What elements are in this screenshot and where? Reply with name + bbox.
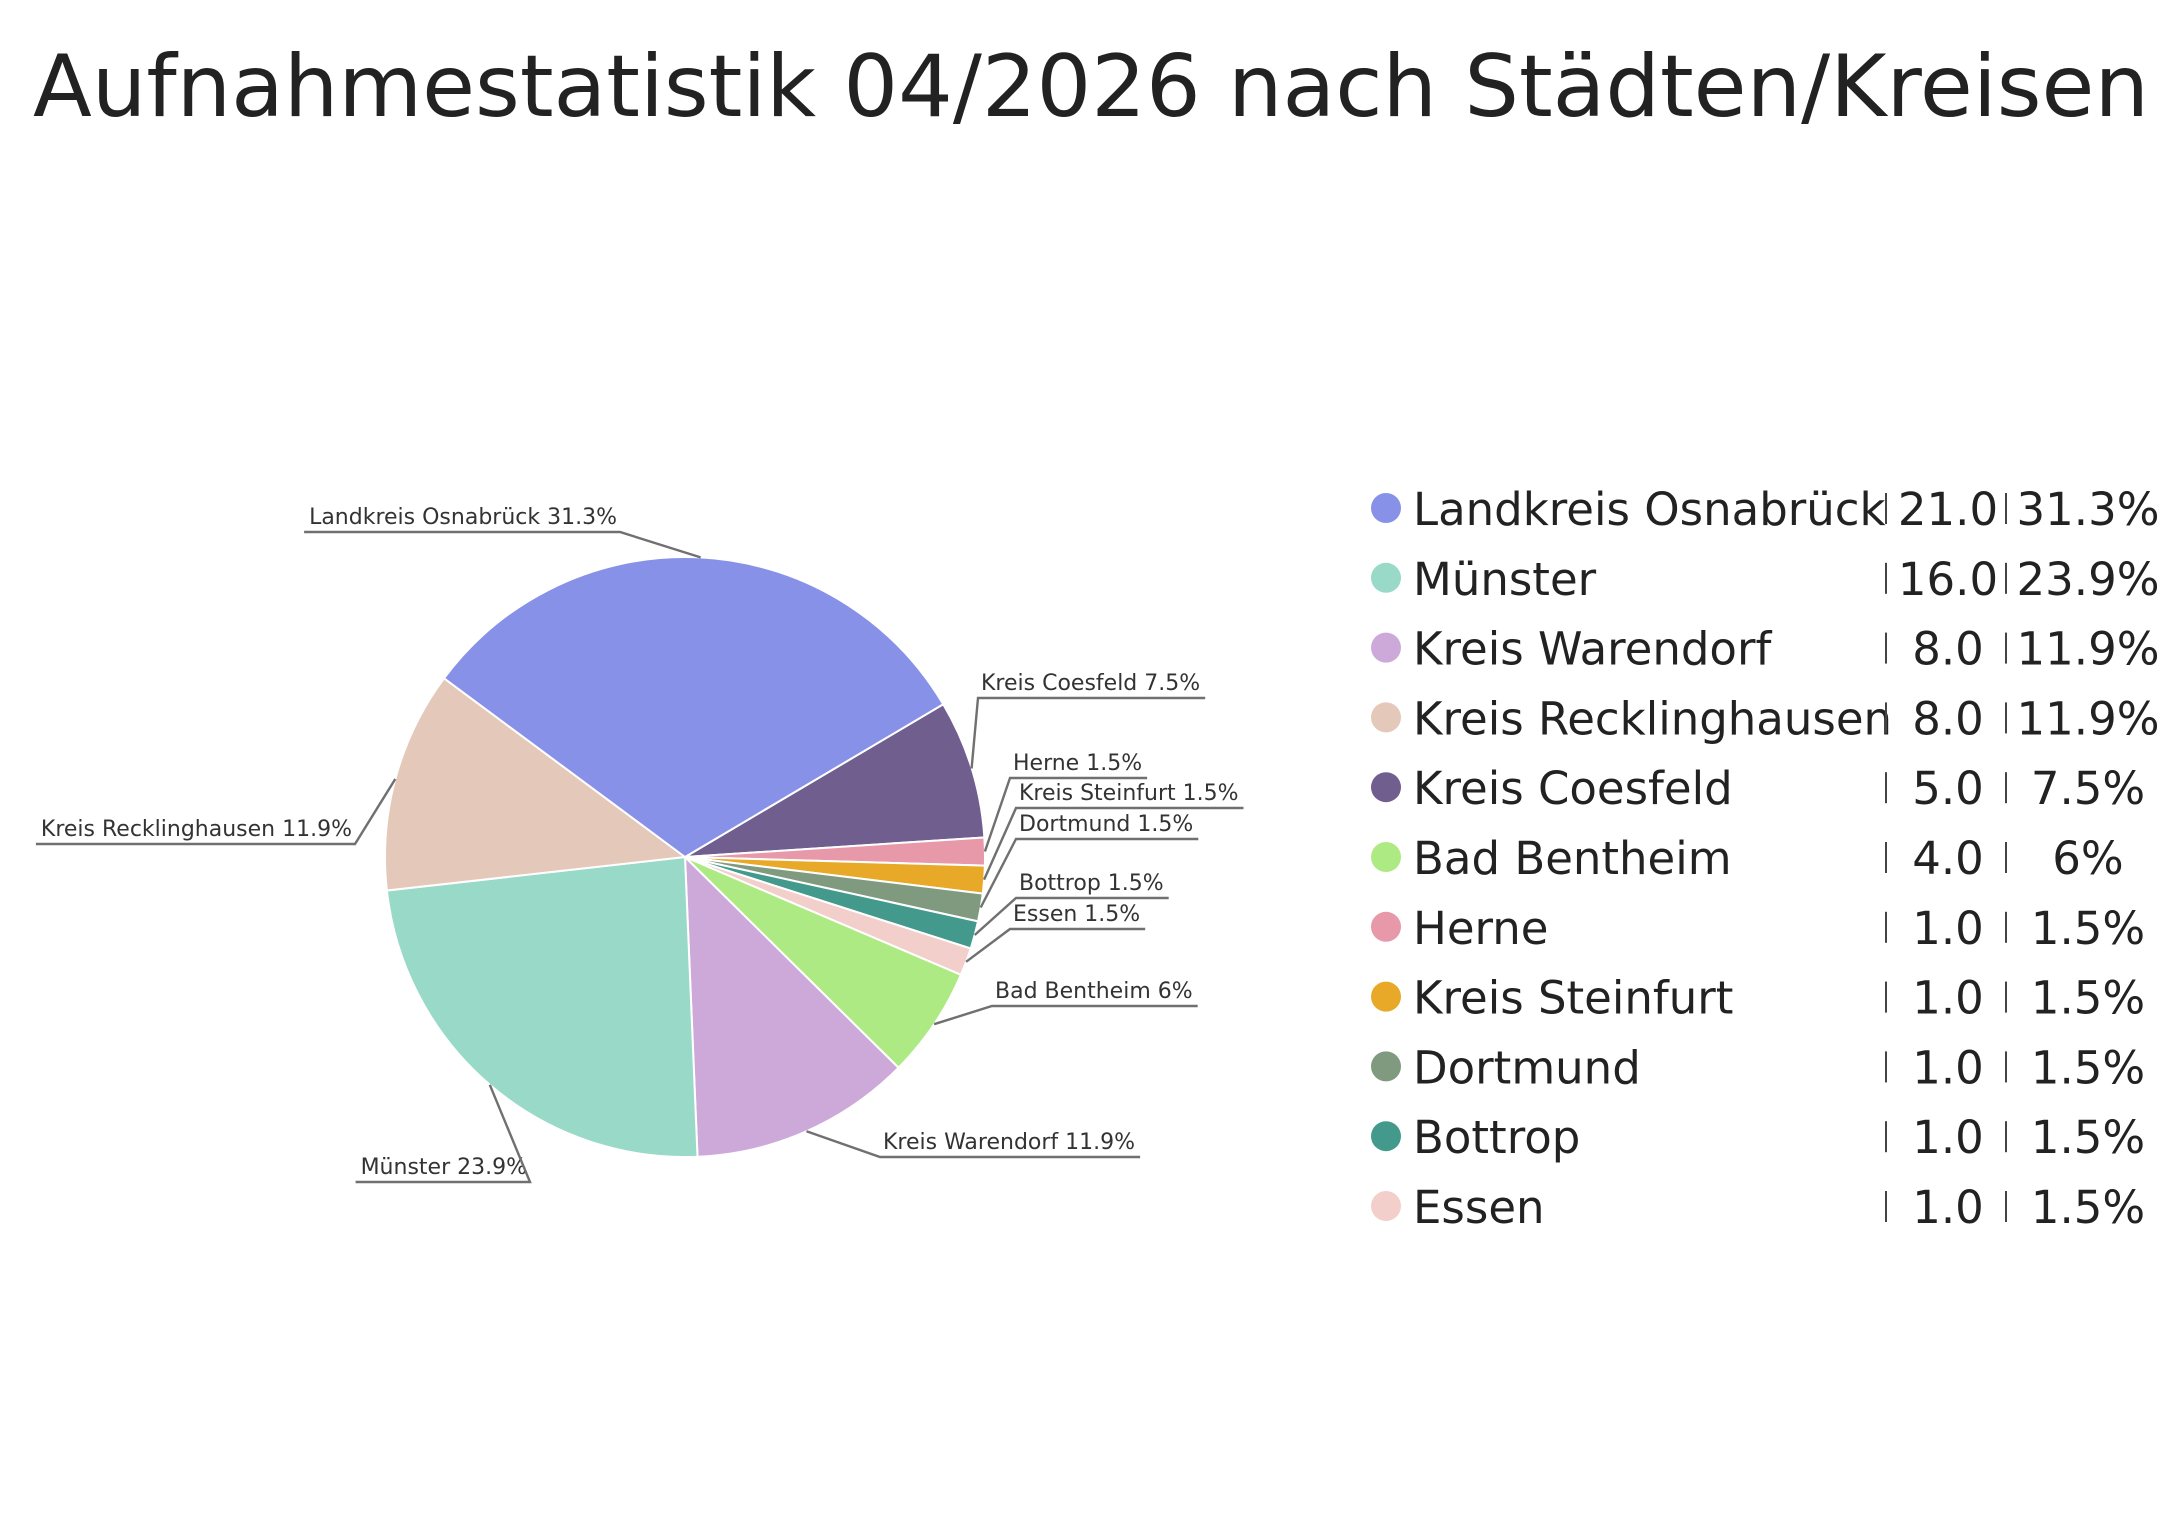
leader-line-bottrop (973, 896, 1169, 936)
legend-percent: 11.9% (2017, 623, 2160, 676)
leader-line-dortmund (979, 837, 1199, 909)
slice-label-muenster: Münster 23.9% (361, 1155, 527, 1180)
legend-label: Landkreis Osnabrück (1413, 483, 1886, 536)
legend-swatch (1371, 493, 1401, 523)
slice-label-kreis-warendorf: Kreis Warendorf 11.9% (883, 1130, 1135, 1155)
legend-value: 1.0 (1912, 1041, 1984, 1094)
slice-label-kreis-steinfurt: Kreis Steinfurt 1.5% (1019, 781, 1239, 806)
legend: Landkreis Osnabrück 21.0 31.3% Münster 16.0 2… (1371, 483, 2159, 1234)
legend-swatch (1371, 772, 1401, 803)
legend-swatch (1371, 1191, 1401, 1221)
pie-slice-landkreis-osnabrueck (442, 556, 945, 859)
legend-percent: 1.5% (2031, 1111, 2145, 1164)
legend-item-herne: Herne 1.0 1.5% (1371, 902, 2145, 955)
legend-value: 1.0 (1912, 1181, 1984, 1234)
slice-label-kreis-coesfeld: Kreis Coesfeld 7.5% (981, 671, 1200, 696)
pie-slices (384, 556, 986, 1158)
slice-label-kreis-recklinghausen: Kreis Recklinghausen 11.9% (41, 817, 352, 842)
legend-value: 8.0 (1912, 623, 1984, 676)
legend-value: 1.0 (1912, 972, 1984, 1025)
legend-label: Bottrop (1413, 1111, 1580, 1164)
leader-line-essen (965, 927, 1146, 963)
legend-percent: 23.9% (2017, 553, 2160, 606)
slice-label-essen: Essen 1.5% (1013, 902, 1140, 927)
legend-value: 1.0 (1912, 902, 1984, 955)
legend-item-kreis-steinfurt: Kreis Steinfurt 1.0 1.5% (1371, 972, 2145, 1025)
leader-line-bad-bentheim (933, 1004, 1198, 1026)
leader-line-herne (983, 776, 1148, 852)
legend-label: Herne (1413, 902, 1548, 955)
legend-swatch (1371, 842, 1401, 872)
slice-label-landkreis-osnabrueck: Landkreis Osnabrück 31.3% (309, 505, 617, 530)
pie-slice-kreis-warendorf (683, 854, 900, 1158)
legend-percent: 7.5% (2031, 762, 2145, 815)
legend-label: Bad Bentheim (1413, 832, 1732, 885)
legend-label: Dortmund (1413, 1041, 1641, 1094)
slice-label-dortmund: Dortmund 1.5% (1019, 812, 1193, 837)
legend-item-dortmund: Dortmund 1.0 1.5% (1371, 1041, 2145, 1094)
legend-item-bottrop: Bottrop 1.0 1.5% (1371, 1111, 2145, 1164)
legend-item-kreis-recklinghausen: Kreis Recklinghausen 8.0 11.9% (1371, 692, 2159, 745)
legend-percent: 1.5% (2031, 972, 2145, 1025)
legend-swatch (1371, 981, 1401, 1012)
legend-label: Kreis Warendorf (1413, 623, 1772, 676)
legend-swatch (1371, 1051, 1401, 1082)
legend-label: Essen (1413, 1181, 1545, 1234)
legend-percent: 11.9% (2017, 692, 2160, 745)
pie-slice-muenster (385, 855, 699, 1158)
leader-line-muenster (355, 1084, 532, 1184)
legend-item-bad-bentheim: Bad Bentheim 4.0 6% (1371, 832, 2124, 885)
legend-value: 4.0 (1912, 832, 1984, 885)
legend-value: 8.0 (1912, 692, 1984, 745)
legend-item-landkreis-osnabrueck: Landkreis Osnabrück 21.0 31.3% (1371, 483, 2159, 536)
legend-percent: 1.5% (2031, 902, 2145, 955)
legend-value: 1.0 (1912, 1111, 1984, 1164)
legend-percent: 6% (2052, 832, 2123, 885)
pie-slice-kreis-recklinghausen (384, 676, 688, 892)
legend-swatch (1371, 562, 1401, 593)
legend-swatch (1371, 1121, 1401, 1152)
chart-title: Aufnahmestatistik 04/2026 nach Städten/K… (33, 37, 2149, 137)
legend-swatch (1371, 702, 1401, 733)
legend-item-kreis-warendorf: Kreis Warendorf 8.0 11.9% (1371, 623, 2159, 676)
legend-item-essen: Essen 1.0 1.5% (1371, 1181, 2145, 1234)
legend-value: 5.0 (1912, 762, 1984, 815)
slice-label-bad-bentheim: Bad Bentheim 6% (995, 979, 1193, 1004)
legend-label: Münster (1413, 553, 1597, 606)
leader-line-kreis-recklinghausen (35, 778, 397, 846)
legend-value: 16.0 (1898, 553, 1998, 606)
slice-label-bottrop: Bottrop 1.5% (1019, 871, 1164, 896)
leader-line-kreis-warendorf (806, 1130, 1141, 1159)
slice-label-herne: Herne 1.5% (1013, 751, 1142, 776)
leader-line-landkreis-osnabrueck (304, 530, 701, 559)
legend-item-muenster: Münster 16.0 23.9% (1371, 553, 2159, 606)
legend-label: Kreis Recklinghausen (1413, 692, 1892, 745)
legend-label: Kreis Coesfeld (1413, 762, 1733, 815)
leader-line-kreis-steinfurt (983, 806, 1244, 881)
legend-label: Kreis Steinfurt (1413, 972, 1733, 1025)
legend-percent: 1.5% (2031, 1181, 2145, 1234)
legend-item-kreis-coesfeld: Kreis Coesfeld 5.0 7.5% (1371, 762, 2145, 815)
legend-value: 21.0 (1898, 483, 1998, 536)
legend-swatch (1371, 632, 1401, 663)
leader-line-kreis-coesfeld (970, 696, 1206, 769)
slice-labels: Kreis Coesfeld 7.5% Herne 1.5% Kreis Stein… (35, 505, 1244, 1184)
legend-swatch (1371, 911, 1401, 942)
legend-percent: 1.5% (2031, 1041, 2145, 1094)
legend-percent: 31.3% (2017, 483, 2160, 536)
